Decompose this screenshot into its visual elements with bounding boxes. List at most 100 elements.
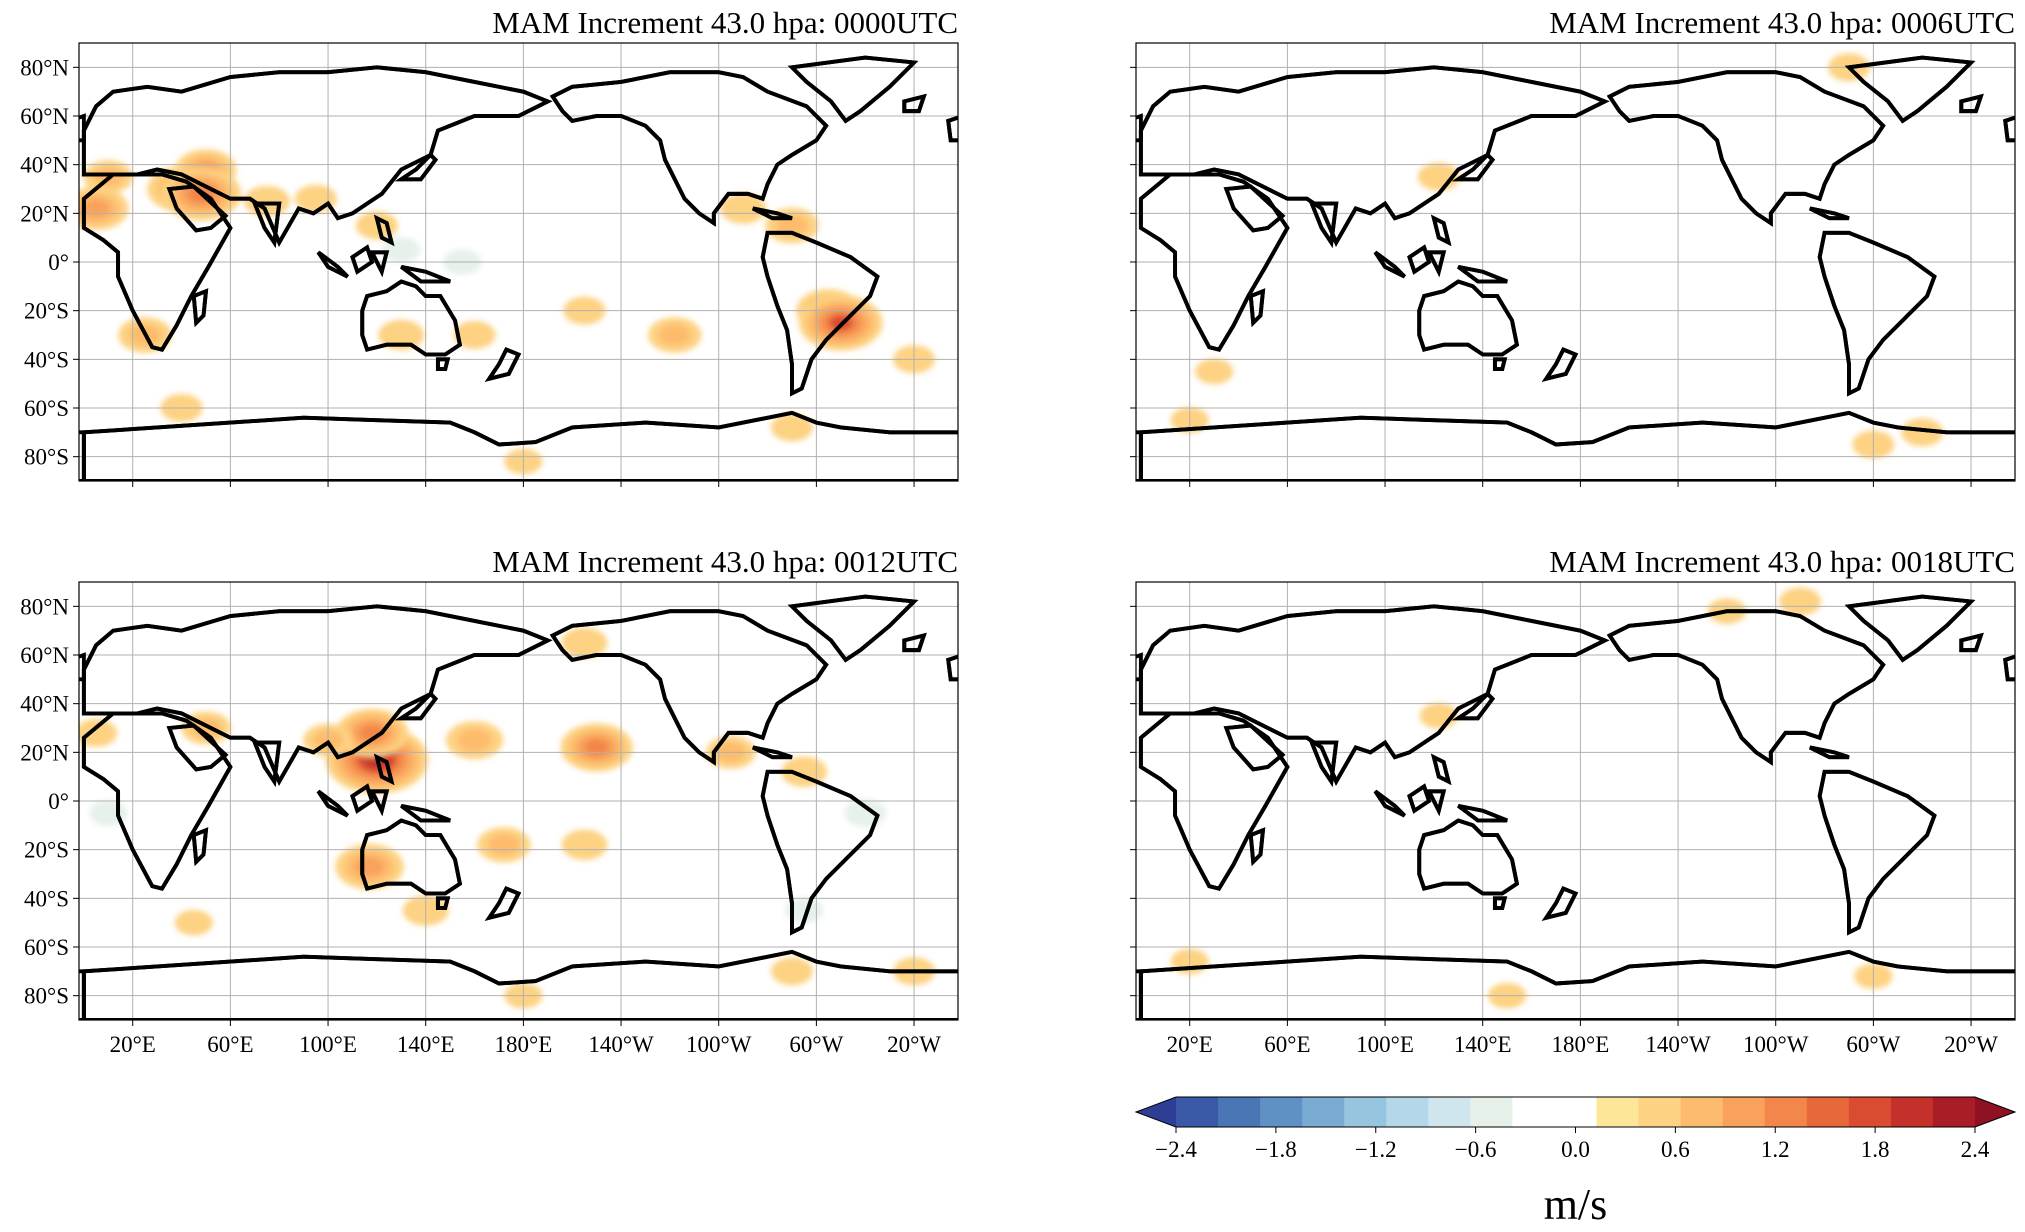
lon-tick-label: 140°W <box>588 1032 654 1057</box>
lat-tick-label: 80°N <box>20 594 69 619</box>
lat-tick-label: 80°S <box>24 984 69 1009</box>
gridlines <box>1136 582 2015 1020</box>
increment-contour <box>378 319 425 351</box>
lon-tick-label: 60°E <box>1264 1032 1310 1057</box>
colorbar-tick-label: 2.4 <box>1961 1137 1990 1162</box>
increment-contour <box>770 957 814 986</box>
colorbar-extend-max <box>1975 1097 2015 1127</box>
map-panel-0012: 80°N 60°N 40°N 20°N 0° 20°S 40°S 60°S 80°S 20°E 60… <box>20 544 959 1057</box>
lat-tick-label: 60°S <box>24 396 69 421</box>
lon-tick-label: 20°W <box>887 1032 941 1057</box>
colorbar-bin <box>1470 1097 1513 1127</box>
lon-tick-label: 20°E <box>110 1032 156 1057</box>
colorbar-bin <box>1554 1097 1598 1127</box>
colorbar-extend-min <box>1136 1097 1176 1127</box>
increment-contour <box>82 199 110 218</box>
colorbar-bin <box>1596 1097 1640 1127</box>
increment-contour <box>844 799 887 828</box>
colorbar-bin <box>1722 1097 1766 1127</box>
colorbar-tick-label: 0.0 <box>1561 1137 1590 1162</box>
panel-title: MAM Increment 43.0 hpa: 0018UTC <box>1549 544 2015 579</box>
increment-contour <box>457 389 492 413</box>
lat-tick-label: 60°N <box>20 643 69 668</box>
colorbar: −2.4 −1.8 −1.2 −0.6 0.0 0.6 1.2 1.8 2.4 m/s <box>1134 1096 2017 1229</box>
increment-contour <box>1779 587 1822 616</box>
colorbar-bin <box>1428 1097 1471 1127</box>
lon-tick-label: 100°E <box>1356 1032 1414 1057</box>
increment-contour <box>658 324 691 346</box>
increment-contour <box>453 320 496 350</box>
colorbar-tick-label: 1.2 <box>1761 1137 1790 1162</box>
lat-tick-label: 20°N <box>20 740 69 765</box>
colorbar-bin <box>1260 1097 1303 1127</box>
colorbar-bin <box>1806 1097 1850 1127</box>
lon-tick-label: 140°W <box>1645 1032 1711 1057</box>
increment-contour <box>487 834 520 856</box>
lat-tick-label: 40°S <box>24 886 69 911</box>
lat-tick-label: 40°N <box>20 153 69 178</box>
increment-contour <box>354 624 390 648</box>
lon-tick-label: 60°W <box>1846 1032 1900 1057</box>
colorbar-bin <box>1848 1097 1892 1127</box>
lat-tick-label: 80°N <box>20 55 69 80</box>
lat-tick-label: 60°S <box>24 935 69 960</box>
lat-tick-label: 40°S <box>24 347 69 372</box>
colorbar-bin <box>1638 1097 1682 1127</box>
colorbar-bin <box>1764 1097 1808 1127</box>
increment-contour <box>770 413 814 442</box>
lon-tick-label: 100°W <box>1743 1032 1809 1057</box>
colorbar-unit-label: m/s <box>1544 1180 1608 1229</box>
panel-title: MAM Increment 43.0 hpa: 0012UTC <box>492 544 958 579</box>
increment-contour <box>785 897 824 924</box>
panel-title: MAM Increment 43.0 hpa: 0000UTC <box>492 5 958 40</box>
increment-field <box>1170 587 1893 1009</box>
increment-contour <box>354 856 385 877</box>
colorbar-bin <box>1932 1097 1976 1127</box>
lat-tick-label: 20°S <box>24 299 69 324</box>
lon-tick-label: 100°W <box>686 1032 752 1057</box>
colorbar-bin <box>1302 1097 1345 1127</box>
lon-tick-label: 60°E <box>207 1032 253 1057</box>
colorbar-tick-label: −1.8 <box>1255 1137 1297 1162</box>
lon-tick-label: 140°E <box>397 1032 455 1057</box>
lat-tick-label: 0° <box>48 789 69 814</box>
lat-tick-label: 0° <box>48 250 69 275</box>
increment-contour <box>79 718 118 747</box>
lon-tick-label: 140°E <box>1454 1032 1512 1057</box>
increment-contour <box>1194 358 1234 385</box>
colorbar-tick-label: −0.6 <box>1455 1137 1497 1162</box>
lat-tick-label: 20°S <box>24 838 69 863</box>
lat-tick-label: 20°N <box>20 201 69 226</box>
lon-tick-label: 60°W <box>789 1032 843 1057</box>
lon-tick-label: 180°E <box>1552 1032 1610 1057</box>
increment-field <box>79 624 936 1009</box>
increment-contour <box>561 829 608 861</box>
lon-tick-label: 180°E <box>495 1032 553 1057</box>
lat-tick-label: 80°S <box>24 445 69 470</box>
increment-contour <box>720 193 767 224</box>
increment-contour <box>775 214 809 237</box>
lon-tick-label: 100°E <box>299 1032 357 1057</box>
increment-contour <box>561 627 608 659</box>
colorbar-bin <box>1512 1097 1555 1127</box>
colorbar-bin <box>1680 1097 1724 1127</box>
colorbar-tick-label: 1.8 <box>1861 1137 1890 1162</box>
map-panel-0018: 20°E 60°E 100°E 140°E 180°E 140°W 100°W 60°W 20°… <box>1130 544 2016 1057</box>
colorbar-bin <box>1386 1097 1429 1127</box>
panel-title: MAM Increment 43.0 hpa: 0006UTC <box>1549 5 2015 40</box>
lat-tick-label: 40°N <box>20 692 69 717</box>
colorbar-tick-label: −1.2 <box>1355 1137 1397 1162</box>
colorbar-bin <box>1344 1097 1387 1127</box>
increment-contour <box>174 909 213 936</box>
colorbar-bin <box>1890 1097 1934 1127</box>
colorbar-tick-label: −2.4 <box>1155 1137 1197 1162</box>
colorbar-bin <box>1218 1097 1261 1127</box>
lon-tick-label: 20°E <box>1167 1032 1213 1057</box>
colorbar-tick-label: 0.6 <box>1661 1137 1690 1162</box>
colorbar-bin <box>1176 1097 1219 1127</box>
lon-tick-label: 20°W <box>1944 1032 1998 1057</box>
lat-tick-label: 60°N <box>20 104 69 129</box>
increment-contour <box>584 739 609 756</box>
increment-contour <box>1901 418 1944 447</box>
